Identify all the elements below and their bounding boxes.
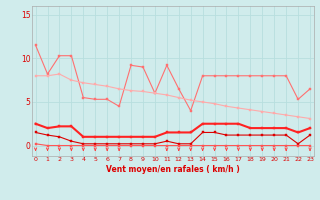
X-axis label: Vent moyen/en rafales ( km/h ): Vent moyen/en rafales ( km/h ): [106, 165, 240, 174]
